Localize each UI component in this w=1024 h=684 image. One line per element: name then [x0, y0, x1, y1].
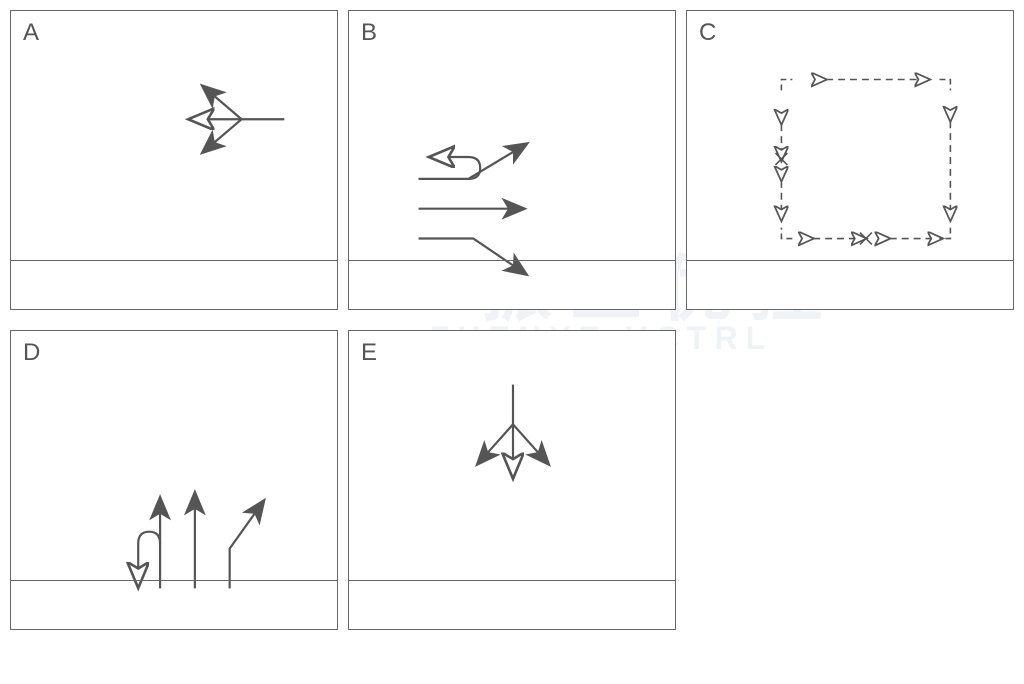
- panel-E-footer: [349, 580, 675, 629]
- panel-A-footer: [11, 260, 337, 309]
- panel-A: A: [10, 10, 338, 310]
- panel-B-footer: [349, 260, 675, 309]
- panel-D: D: [10, 330, 338, 630]
- panel-E: E: [348, 330, 676, 630]
- panel-C-footer: [687, 260, 1013, 309]
- panel-C: C: [686, 10, 1014, 310]
- panel-B: B: [348, 10, 676, 310]
- panel-D-footer: [11, 580, 337, 629]
